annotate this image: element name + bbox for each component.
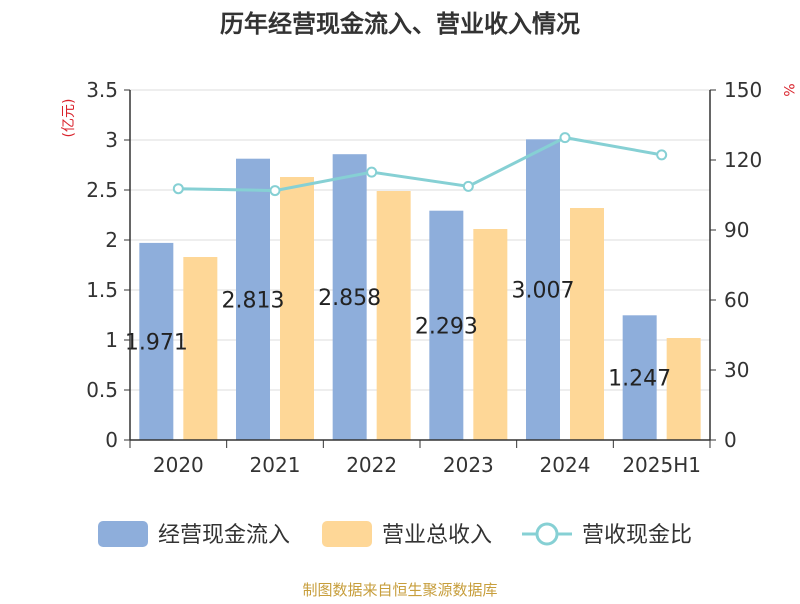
left-tick-label: 3.5 — [86, 78, 118, 102]
left-tick-label: 2 — [105, 228, 118, 252]
bar — [236, 158, 270, 440]
x-tick-label: 2020 — [153, 453, 204, 477]
x-tick-label: 2025H1 — [622, 453, 701, 477]
line-point — [366, 166, 378, 178]
bar — [376, 191, 411, 440]
right-tick-label: 0 — [724, 428, 737, 452]
right-tick-label: 90 — [724, 218, 749, 242]
bar — [526, 139, 560, 441]
bar — [570, 208, 604, 440]
right-tick-label: 30 — [724, 358, 749, 382]
data-label: 3.007 — [512, 279, 575, 304]
left-tick-label: 1.5 — [86, 278, 118, 302]
chart-title: 历年经营现金流入、营业收入情况 — [220, 10, 580, 38]
legend-swatch — [322, 521, 372, 547]
left-tick-label: 0 — [105, 428, 118, 452]
right-axis-ticks: 0 30 60 90 120 150 — [710, 78, 762, 452]
legend: 经营现金流入 营业总收入 营收现金比 — [98, 521, 692, 548]
data-label: 2.858 — [318, 286, 381, 311]
legend-item: 经营现金流入 — [98, 521, 290, 548]
bar — [183, 257, 218, 440]
data-label: 1.971 — [125, 330, 188, 355]
line-point — [172, 183, 184, 195]
data-label: 1.247 — [608, 367, 671, 392]
x-tick-label: 2022 — [346, 453, 397, 477]
legend-marker — [535, 522, 559, 546]
x-tick-label: 2021 — [250, 453, 301, 477]
bar — [139, 242, 174, 440]
right-tick-label: 150 — [724, 78, 762, 102]
legend-item: 营业总收入 — [322, 521, 492, 548]
legend-label: 营业总收入 — [382, 523, 492, 548]
bar — [332, 154, 367, 440]
bar-series — [139, 139, 701, 441]
line-point — [269, 185, 281, 197]
left-tick-label: 3 — [105, 128, 118, 152]
left-tick-label: 2.5 — [86, 178, 118, 202]
legend-label: 营收现金比 — [582, 523, 692, 548]
left-tick-label: 0.5 — [86, 378, 118, 402]
bar — [666, 338, 701, 440]
legend-item: 营收现金比 — [522, 522, 692, 548]
left-axis-label: (亿元) — [61, 99, 77, 138]
left-axis-ticks: 0 0.5 1 1.5 2 2.5 3 3.5 — [86, 78, 130, 452]
data-label: 2.293 — [415, 314, 478, 339]
right-tick-label: 120 — [724, 148, 762, 172]
bar — [429, 210, 464, 440]
source-note: 制图数据来自恒生聚源数据库 — [302, 581, 497, 599]
line-point — [656, 149, 668, 161]
x-axis-ticks: 2020 2021 2022 2023 2024 2025H1 — [129, 440, 711, 477]
line-path — [178, 136, 662, 193]
line-series — [172, 132, 668, 197]
bar — [280, 177, 314, 440]
bar — [622, 315, 657, 440]
data-label: 2.813 — [222, 288, 285, 313]
bar — [473, 229, 508, 440]
legend-label: 经营现金流入 — [158, 523, 290, 548]
x-tick-label: 2023 — [443, 453, 494, 477]
right-tick-label: 60 — [724, 288, 749, 312]
right-axis-label: % — [780, 83, 796, 96]
data-labels: 1.971 2.813 2.858 2.293 3.007 1.247 — [125, 279, 671, 392]
legend-swatch — [98, 521, 148, 547]
line-point — [462, 180, 474, 192]
x-tick-label: 2024 — [540, 453, 591, 477]
left-tick-label: 1 — [105, 328, 118, 352]
line-point — [559, 132, 571, 144]
